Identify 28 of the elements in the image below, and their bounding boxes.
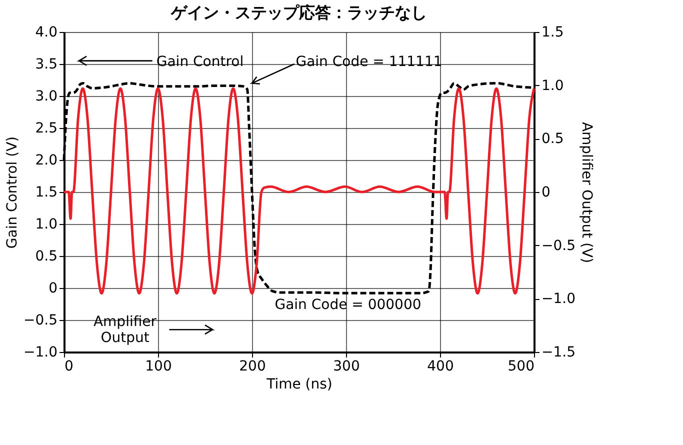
y-tick-label: −1.0 [24,344,58,360]
y2-axis-title: Amplifier Output (V) [578,122,594,264]
y2-tick-label: −1.0 [542,291,576,308]
y-tick-label: 3.0 [35,88,58,104]
y-axis-title: Gain Control (V) [4,136,21,249]
x-tick-label: 0 [64,358,74,374]
y2-tick-label: −0.5 [542,238,576,254]
y2-tick-label: 0.5 [542,131,564,148]
x-axis-title: Time (ns) [266,376,332,392]
y-tick-label: 0.5 [35,248,58,264]
x-tick-label: 300 [333,358,360,374]
x-tick-label: 400 [427,358,454,374]
y2-tick-label: −1.5 [542,344,576,360]
y-tick-label: 3.5 [35,56,58,72]
y2-tick-label: 1.5 [542,24,564,40]
y-tick-label: 4.0 [35,24,58,40]
x-tick-label: 100 [145,358,172,374]
x-tick-label: 200 [239,358,266,374]
y2-tick-label: 1.0 [542,78,564,94]
chart-title: ゲイン・ステップ応答：ラッチなし [170,3,427,22]
y-tick-label: 1.0 [35,216,58,232]
y-tick-label: 2.0 [35,152,58,168]
y-tick-label: 0 [48,280,58,296]
y2-tick-label: 0 [542,184,550,200]
y-tick-label: 2.5 [35,120,58,136]
y-tick-label: −0.5 [24,312,58,328]
x-tick-label: 500 [508,358,534,374]
y-tick-label: 1.5 [35,184,58,200]
